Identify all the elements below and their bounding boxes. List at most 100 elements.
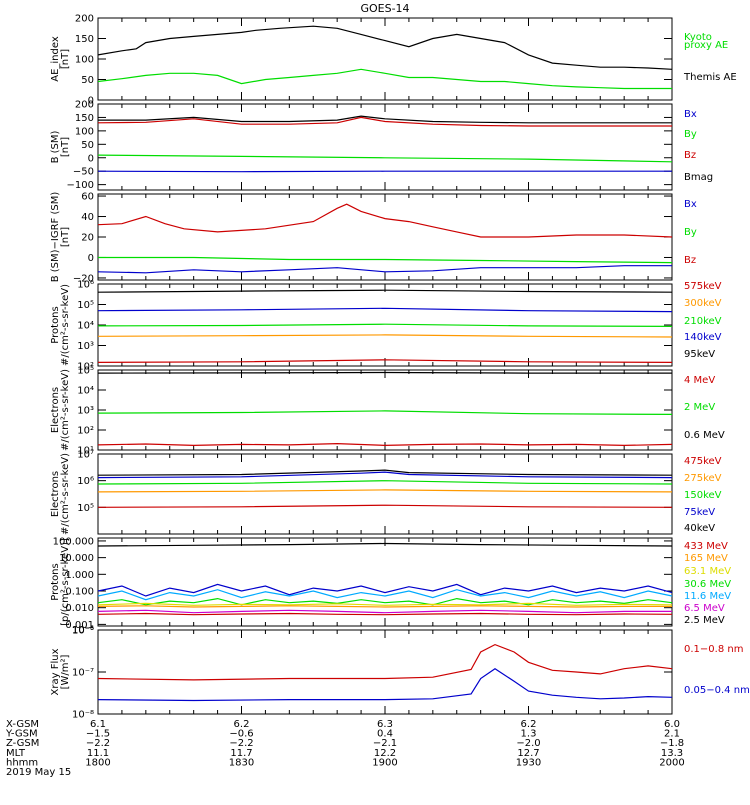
ylabel-electrons2-1: #/(cm²-s-sr-keV) xyxy=(60,453,71,535)
xaxis-value-mlt-3: 12.7 xyxy=(517,748,539,759)
series-line-bsm-1 xyxy=(97,116,672,127)
xaxis-row-label-3: MLT xyxy=(6,748,26,759)
xaxis-value-mlt-0: 11.1 xyxy=(87,748,109,759)
xaxis-value-y_gsm-4: 2.1 xyxy=(664,729,680,740)
ylabel-bsm-0: B (SM) xyxy=(50,130,61,163)
ytick-label-ae-2: 100 xyxy=(75,55,94,66)
series-line-protons2-4 xyxy=(97,602,673,606)
series-line-protons-2 xyxy=(97,323,673,327)
legend-ae-0: Kyoto xyxy=(684,32,712,43)
series-line-ae-1 xyxy=(97,68,672,90)
ytick-label-electrons2-0: 10⁵ xyxy=(77,503,94,514)
legend-protons2-5: 6.5 MeV xyxy=(684,603,725,614)
legend-bsm-0: Bx xyxy=(684,109,697,120)
ylabel-bigrf-0: B (SM)−IGRF (SM) xyxy=(50,192,61,283)
series-line-electrons1-1 xyxy=(97,410,673,415)
ylabel-protons2-0: Protons xyxy=(50,563,61,600)
series-line-electrons1-0 xyxy=(97,371,672,374)
ytick-label-ae-3: 150 xyxy=(75,34,94,45)
ytick-label-xray-0: 10⁻⁸ xyxy=(72,710,94,721)
xaxis-row-label-0: X-GSM xyxy=(6,719,39,730)
legend-xray-1: 0.05−0.4 nm xyxy=(684,685,750,696)
xaxis-value-mlt-4: 13.3 xyxy=(661,748,683,759)
legend-protons2-1: 165 MeV xyxy=(684,553,728,564)
series-line-electrons2-0 xyxy=(97,469,673,476)
panel-frame-protons xyxy=(97,283,673,367)
ylabel-protons-0: Protons xyxy=(50,306,61,343)
ylabel-protons2-1: [p/(cm²-s-sr-keV)] xyxy=(60,538,71,626)
series-line-protons-0 xyxy=(97,289,673,293)
ytick-label-ae-0: 0 xyxy=(88,96,94,107)
series-line-electrons2-2 xyxy=(97,480,673,485)
ytick-label-bsm-2: 0 xyxy=(88,153,94,164)
xaxis-value-mlt-2: 12.2 xyxy=(374,748,396,759)
xaxis-value-hhmm-0: 1800 xyxy=(85,757,110,768)
ytick-label-ae-4: 200 xyxy=(75,14,94,25)
legend-protons-1: 300keV xyxy=(684,298,722,309)
ylabel-electrons1-1: #/(cm²-s-sr-keV) xyxy=(60,369,71,451)
legend-protons-0: 575keV xyxy=(684,281,722,292)
ytick-label-bsm-0: −100 xyxy=(67,180,94,191)
legend-protons2-0: 433 MeV xyxy=(684,541,728,552)
legend-bigrf-0: Bx xyxy=(684,199,697,210)
ytick-label-protons-0: 10² xyxy=(77,362,94,373)
series-line-protons2-5 xyxy=(97,605,672,608)
series-line-bsm-0 xyxy=(98,115,672,124)
legend-electrons1-2: 0.6 MeV xyxy=(684,430,725,441)
ytick-label-bigrf-2: 20 xyxy=(81,233,94,244)
xaxis-value-hhmm-1: 1830 xyxy=(229,757,254,768)
xaxis-value-z_gsm-4: −1.8 xyxy=(660,738,684,749)
xaxis-value-y_gsm-1: −0.6 xyxy=(229,729,253,740)
xaxis-value-y_gsm-0: −1.5 xyxy=(86,729,110,740)
legend-ae-3: Themis AE xyxy=(683,72,737,83)
legend-electrons2-0: 475keV xyxy=(684,456,722,467)
legend-bigrf-1: By xyxy=(684,227,697,238)
ytick-label-bsm-4: 100 xyxy=(75,126,94,137)
series-line-electrons1-2 xyxy=(97,442,673,447)
xaxis-value-hhmm-2: 1900 xyxy=(372,757,397,768)
legend-bsm-2: Bz xyxy=(684,150,696,161)
xaxis-value-mlt-1: 11.7 xyxy=(230,748,252,759)
ytick-label-protons2-4: 10.000 xyxy=(59,553,94,564)
ytick-label-bigrf-1: 0 xyxy=(88,253,94,264)
legend-protons2-6: 2.5 MeV xyxy=(684,615,725,626)
ylabel-xray-1: [W/m²] xyxy=(60,654,71,689)
ylabel-ae-0: AE_index xyxy=(50,36,61,82)
legend-electrons2-2: 150keV xyxy=(684,490,722,501)
series-line-electrons2-3 xyxy=(97,489,673,493)
ytick-label-protons-4: 10⁶ xyxy=(77,280,94,291)
legend-protons2-3: 30.6 MeV xyxy=(684,579,731,590)
ytick-label-electrons1-2: 10³ xyxy=(77,406,94,417)
series-line-protons2-2 xyxy=(97,589,673,601)
ytick-label-protons2-2: 0.100 xyxy=(65,587,94,598)
series-line-bigrf-1 xyxy=(98,256,673,264)
legend-electrons1-0: 4 MeV xyxy=(684,375,715,386)
series-line-bigrf-0 xyxy=(97,203,673,238)
panel-frame-bsm xyxy=(97,103,673,191)
series-line-protons2-1 xyxy=(97,583,673,597)
ytick-label-electrons1-1: 10² xyxy=(77,426,94,437)
xaxis-value-y_gsm-3: 1.3 xyxy=(521,729,537,740)
ylabel-xray-0: Xray Flux xyxy=(50,648,61,695)
series-line-protons2-7 xyxy=(97,612,673,616)
series-line-electrons2-1 xyxy=(97,471,673,479)
series-line-ae-0 xyxy=(97,25,673,70)
xaxis-row-label-4: hhmm xyxy=(6,757,38,768)
legend-protons-4: 95keV xyxy=(684,349,715,360)
series-line-bigrf-2 xyxy=(97,265,672,274)
ytick-label-xray-1: 10⁻⁷ xyxy=(72,668,94,679)
ytick-label-bigrf-3: 40 xyxy=(81,212,94,223)
ytick-label-electrons1-3: 10⁴ xyxy=(77,386,94,397)
xaxis-value-hhmm-4: 2000 xyxy=(659,757,684,768)
xaxis-row-label-1: Y-GSM xyxy=(5,729,38,740)
ytick-label-bsm-3: 50 xyxy=(81,140,94,151)
ytick-label-bsm-6: 200 xyxy=(75,100,94,111)
legend-protons2-2: 63.1 MeV xyxy=(684,566,731,577)
panel-frame-xray xyxy=(97,629,673,715)
legend-bigrf-2: Bz xyxy=(684,255,696,266)
legend-electrons1-1: 2 MeV xyxy=(684,402,715,413)
series-line-protons2-3 xyxy=(97,597,673,606)
legend-electrons2-4: 40keV xyxy=(684,523,715,534)
